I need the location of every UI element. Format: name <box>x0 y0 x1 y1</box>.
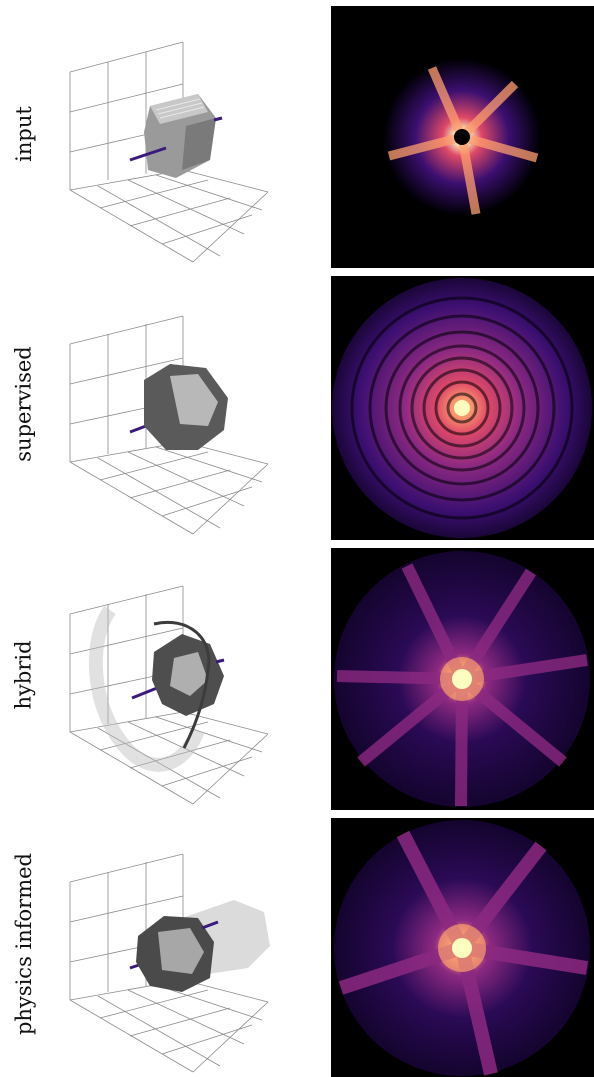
reconstruction-3d-plot <box>69 585 269 805</box>
beam-arrow-tip <box>215 658 225 664</box>
diffraction-rings <box>350 296 574 520</box>
diffraction-pattern <box>331 276 594 540</box>
row-label: hybrid <box>0 540 48 810</box>
diffraction-pattern <box>331 818 594 1077</box>
diffraction-streaks <box>387 66 539 215</box>
beam-arrow-tip <box>201 920 219 930</box>
axes-grid <box>69 41 269 263</box>
reconstruction-3d-plot <box>69 853 270 1073</box>
row-label-text: input <box>12 106 36 162</box>
row-physics-informed: physics informed <box>0 810 594 1077</box>
object-highlight <box>158 928 204 974</box>
object-outline <box>153 620 211 749</box>
row-label: supervised <box>0 268 48 540</box>
row-label-text: physics informed <box>12 852 36 1035</box>
row-hybrid: hybrid <box>0 540 594 810</box>
diffraction-center <box>452 669 472 689</box>
row-label-text: supervised <box>12 346 37 462</box>
diffraction-center <box>454 129 470 145</box>
reconstruction-3d-plot <box>69 315 269 535</box>
axes-grid <box>69 585 269 805</box>
beam-arrow-tip <box>213 116 223 122</box>
row-supervised: supervised <box>0 268 594 540</box>
row-input: input <box>0 0 594 268</box>
object-highlight <box>170 652 208 696</box>
axes-grid <box>69 315 269 535</box>
diffraction-center <box>452 938 472 958</box>
reconstruction-3d-plot <box>69 41 269 263</box>
object-highlight <box>170 374 218 426</box>
row-label: input <box>0 0 48 268</box>
row-label: physics informed <box>0 810 48 1077</box>
diffraction-pattern <box>331 6 594 268</box>
beam-arrow <box>129 146 167 162</box>
diffraction-center <box>454 400 470 416</box>
object-shape <box>144 94 216 178</box>
diffraction-pattern <box>331 548 594 810</box>
row-label-text: hybrid <box>12 640 36 710</box>
object-texture <box>155 98 205 119</box>
object-ghost <box>88 605 205 772</box>
